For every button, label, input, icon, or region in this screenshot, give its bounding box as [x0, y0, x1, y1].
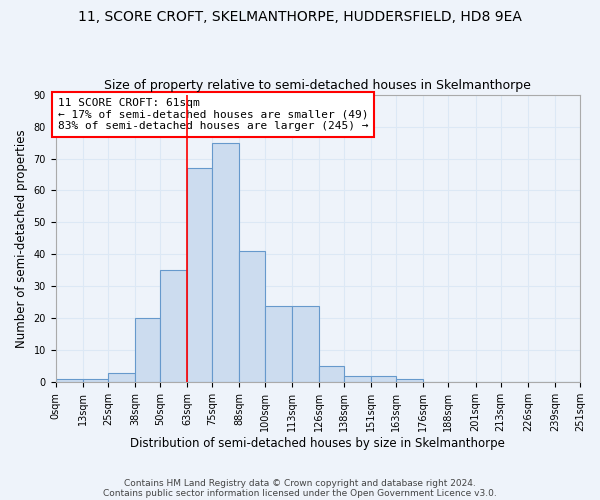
- Text: Contains HM Land Registry data © Crown copyright and database right 2024.: Contains HM Land Registry data © Crown c…: [124, 478, 476, 488]
- Bar: [239, 251, 265, 382]
- Bar: [371, 376, 396, 382]
- Bar: [83, 379, 108, 382]
- Bar: [344, 376, 371, 382]
- Text: 11, SCORE CROFT, SKELMANTHORPE, HUDDERSFIELD, HD8 9EA: 11, SCORE CROFT, SKELMANTHORPE, HUDDERSF…: [78, 10, 522, 24]
- Text: 11 SCORE CROFT: 61sqm
← 17% of semi-detached houses are smaller (49)
83% of semi: 11 SCORE CROFT: 61sqm ← 17% of semi-deta…: [58, 98, 368, 131]
- Bar: [160, 270, 187, 382]
- Bar: [292, 306, 319, 382]
- Bar: [265, 306, 292, 382]
- Bar: [212, 142, 239, 382]
- Bar: [319, 366, 344, 382]
- X-axis label: Distribution of semi-detached houses by size in Skelmanthorpe: Distribution of semi-detached houses by …: [130, 437, 505, 450]
- Bar: [56, 379, 83, 382]
- Bar: [135, 318, 160, 382]
- Bar: [187, 168, 212, 382]
- Text: Contains public sector information licensed under the Open Government Licence v3: Contains public sector information licen…: [103, 488, 497, 498]
- Bar: [396, 379, 424, 382]
- Bar: [108, 373, 135, 382]
- Y-axis label: Number of semi-detached properties: Number of semi-detached properties: [15, 129, 28, 348]
- Title: Size of property relative to semi-detached houses in Skelmanthorpe: Size of property relative to semi-detach…: [104, 79, 531, 92]
